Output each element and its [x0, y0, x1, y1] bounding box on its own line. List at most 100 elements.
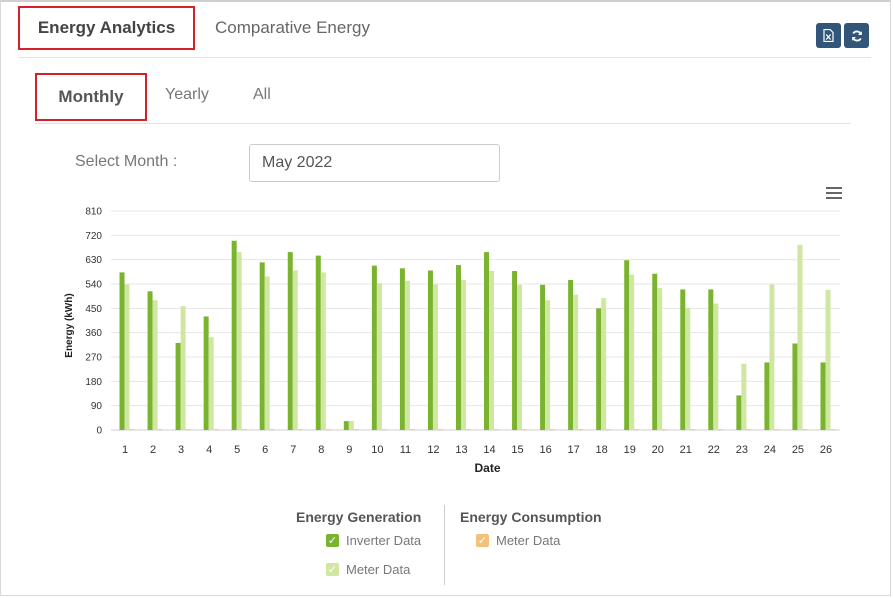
x-tick-label: 14: [483, 444, 495, 456]
x-tick-label: 9: [346, 444, 352, 456]
month-input[interactable]: [249, 144, 500, 182]
x-tick-label: 22: [708, 444, 720, 456]
bar-meter-consumption: [634, 429, 640, 431]
x-tick-label: 15: [511, 444, 523, 456]
bar-inverter: [147, 291, 153, 430]
bar-meter-consumption: [409, 429, 415, 431]
x-tick-label: 2: [150, 444, 156, 456]
bar-inverter: [399, 268, 405, 430]
bar-meter-generation: [124, 284, 130, 430]
subtabs-divider: [35, 123, 851, 124]
y-tick-label: 630: [85, 255, 102, 266]
bar-meter-generation: [432, 284, 438, 430]
bar-inverter: [119, 272, 125, 430]
bar-meter-generation: [292, 270, 298, 430]
bar-meter-consumption: [662, 429, 668, 431]
x-tick-label: 20: [652, 444, 664, 456]
tab-energy-analytics[interactable]: Energy Analytics: [18, 6, 195, 50]
bar-inverter: [540, 284, 546, 430]
bar-meter-generation: [629, 274, 635, 430]
bar-meter-consumption: [550, 429, 556, 431]
x-tick-label: 21: [680, 444, 692, 456]
bar-meter-consumption: [465, 429, 471, 431]
x-tick-label: 23: [736, 444, 748, 456]
bar-meter-generation: [489, 271, 495, 430]
bar-meter-consumption: [802, 429, 808, 431]
bar-meter-generation: [348, 421, 354, 430]
bar-meter-consumption: [297, 429, 303, 431]
bar-meter-generation: [573, 294, 579, 430]
bar-meter-consumption: [830, 429, 836, 431]
bar-meter-generation: [657, 288, 663, 430]
bar-meter-generation: [741, 363, 747, 430]
x-tick-label: 4: [206, 444, 212, 456]
legend-label-inverter: Inverter Data: [346, 533, 422, 548]
bar-inverter: [568, 279, 574, 430]
bar-inverter: [315, 255, 321, 430]
legend-item-meter-generation[interactable]: ✓ Meter Data: [326, 562, 410, 577]
bar-inverter: [736, 395, 742, 430]
bar-meter-consumption: [578, 429, 584, 431]
x-tick-label: 17: [568, 444, 580, 456]
bar-inverter: [680, 289, 686, 430]
y-tick-label: 270: [85, 353, 102, 364]
bar-inverter: [371, 265, 377, 430]
y-tick-label: 540: [85, 280, 102, 291]
bar-inverter: [343, 421, 349, 430]
bar-meter-consumption: [353, 429, 359, 431]
chart-menu-icon[interactable]: [826, 187, 842, 200]
bar-inverter: [203, 316, 209, 430]
tab-comparative-energy[interactable]: Comparative Energy: [215, 18, 370, 37]
export-excel-button[interactable]: [816, 23, 841, 48]
bar-meter-generation: [208, 337, 214, 430]
file-excel-icon: [823, 29, 834, 42]
bar-meter-consumption: [213, 429, 219, 431]
bar-meter-consumption: [494, 429, 500, 431]
bar-meter-generation: [264, 276, 270, 430]
bar-meter-generation: [769, 284, 775, 430]
legend-item-meter-consumption[interactable]: ✓ Meter Data: [476, 533, 560, 548]
bar-inverter: [484, 252, 490, 430]
bar-meter-generation: [320, 272, 326, 430]
bar-meter-consumption: [606, 429, 612, 431]
bar-meter-generation: [180, 306, 186, 430]
y-tick-label: 360: [85, 328, 102, 339]
bar-inverter: [792, 343, 798, 430]
y-axis-title: Energy (kWh): [64, 293, 75, 357]
bar-meter-generation: [236, 252, 242, 430]
tab-monthly[interactable]: Monthly: [35, 73, 147, 121]
y-tick-label: 810: [85, 207, 102, 218]
bar-inverter: [287, 252, 293, 430]
x-tick-label: 19: [624, 444, 636, 456]
tab-all[interactable]: All: [253, 86, 271, 103]
bar-meter-consumption: [129, 429, 135, 431]
bar-meter-generation: [460, 279, 466, 430]
x-tick-label: 10: [371, 444, 383, 456]
bar-inverter: [624, 260, 630, 430]
bar-meter-generation: [713, 303, 719, 430]
bar-inverter: [820, 362, 826, 430]
bar-meter-generation: [404, 280, 410, 430]
check-icon: ✓: [326, 534, 339, 547]
tabs-divider: [18, 57, 871, 58]
bar-meter-generation: [376, 283, 382, 430]
tab-yearly[interactable]: Yearly: [165, 86, 209, 103]
bar-meter-consumption: [325, 429, 331, 431]
legend-item-inverter[interactable]: ✓ Inverter Data: [326, 533, 421, 548]
check-icon: ✓: [326, 563, 339, 576]
y-tick-label: 180: [85, 377, 102, 388]
refresh-button[interactable]: [844, 23, 869, 48]
bar-meter-generation: [152, 300, 158, 430]
bar-meter-generation: [545, 300, 551, 430]
check-icon: ✓: [476, 534, 489, 547]
bar-meter-consumption: [522, 429, 528, 431]
bar-inverter: [175, 342, 181, 430]
legend-divider: [444, 505, 445, 585]
x-tick-label: 1: [122, 444, 128, 456]
bar-meter-consumption: [381, 429, 387, 431]
y-tick-label: 90: [91, 401, 103, 412]
x-tick-label: 7: [290, 444, 296, 456]
bar-meter-generation: [517, 284, 523, 430]
